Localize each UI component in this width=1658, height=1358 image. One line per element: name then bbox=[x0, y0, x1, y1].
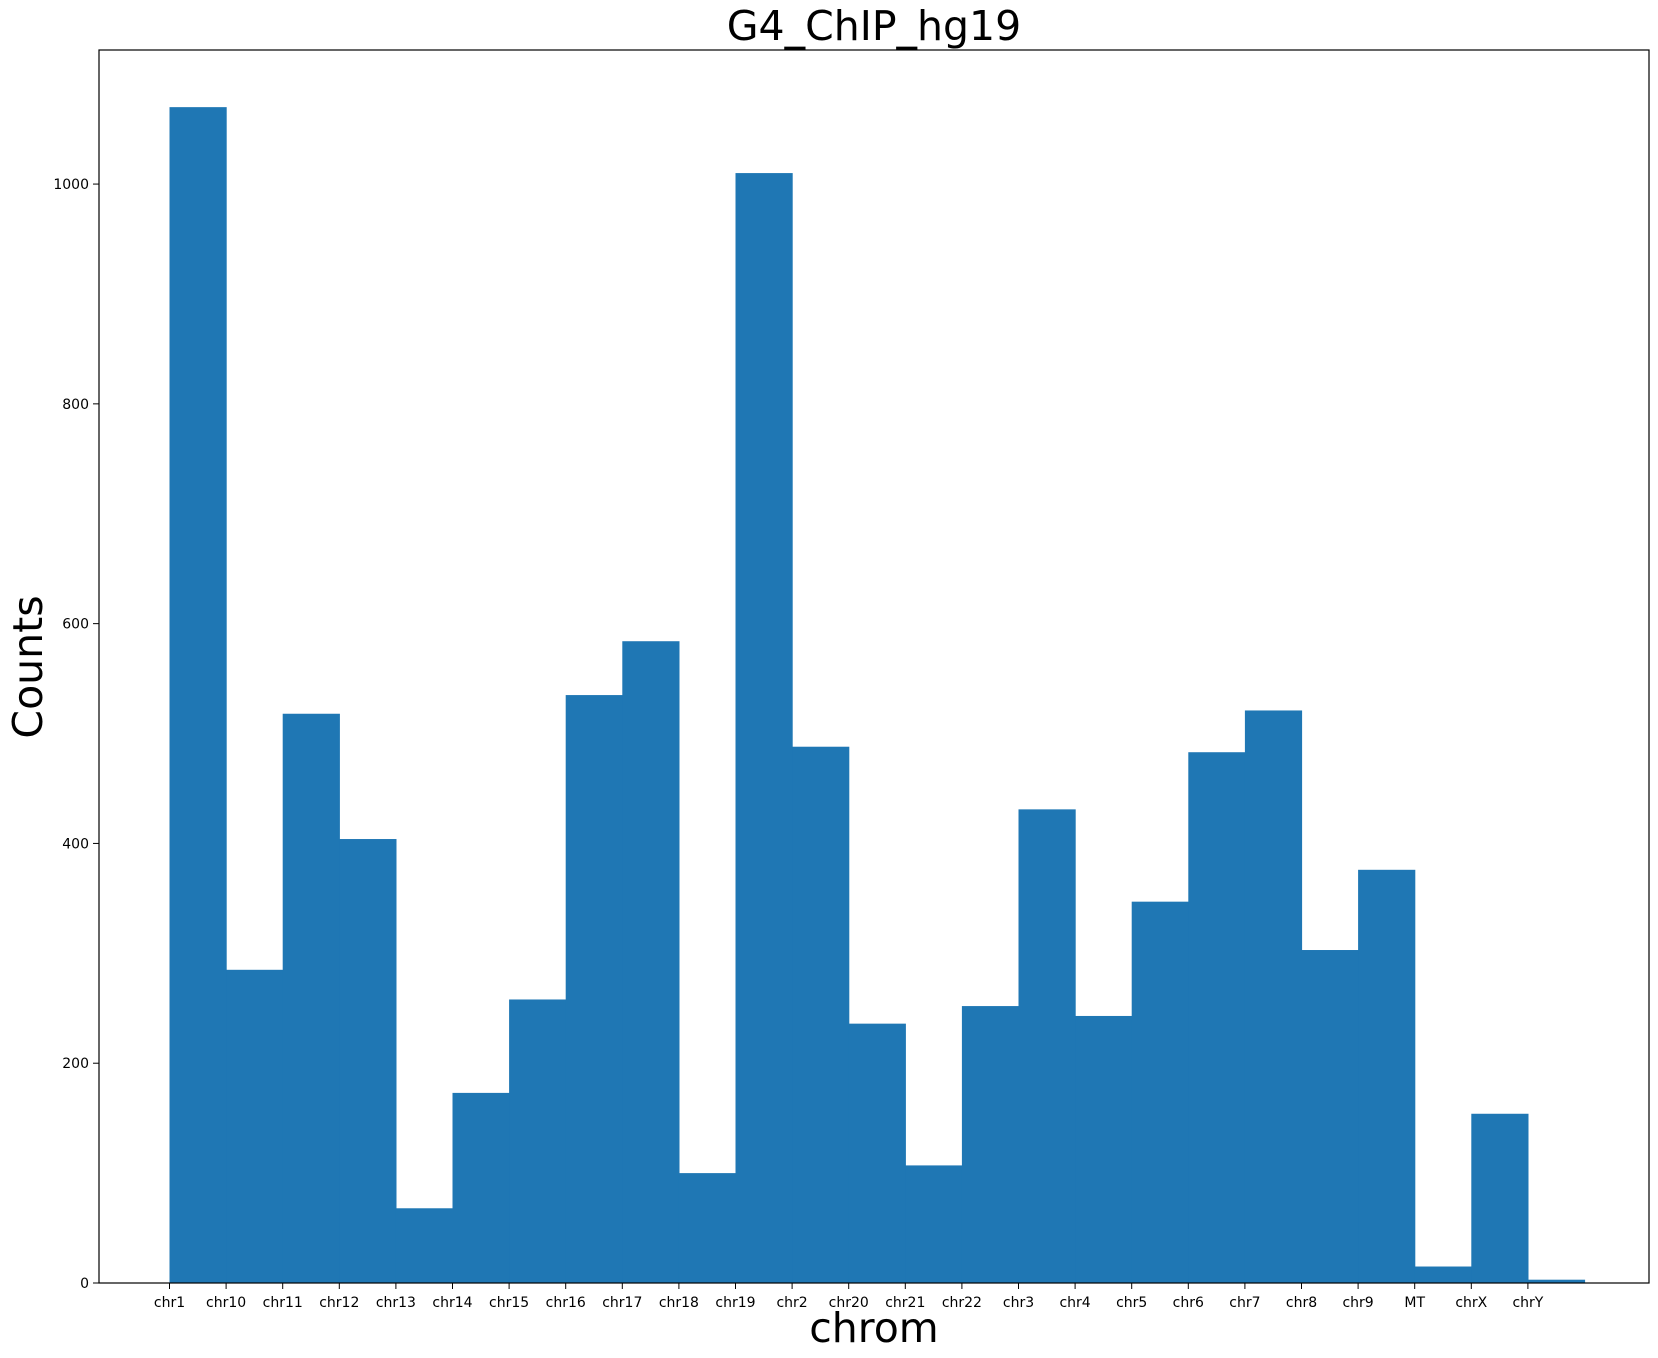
bar-chr7 bbox=[1244, 710, 1303, 1283]
x-tick-label-chr11: chr11 bbox=[263, 1295, 303, 1311]
x-tick-label-chr15: chr15 bbox=[489, 1295, 529, 1311]
x-tick-label-chr7: chr7 bbox=[1229, 1295, 1260, 1311]
bar-chr19 bbox=[735, 173, 793, 1284]
x-tick-label-chr22: chr22 bbox=[942, 1295, 982, 1311]
y-tick-label-400: 400 bbox=[62, 836, 89, 852]
x-tick-label-chr5: chr5 bbox=[1116, 1295, 1147, 1311]
chart-title: G4_ChIP_hg19 bbox=[727, 2, 1021, 50]
y-axis-ticks: 0 200 400 600 800 1000 bbox=[53, 177, 99, 1292]
x-tick-label-chr6: chr6 bbox=[1173, 1295, 1204, 1311]
bar-chr3 bbox=[1018, 809, 1076, 1283]
bar-chr5 bbox=[1131, 901, 1189, 1283]
x-tick-label-chr21: chr21 bbox=[885, 1295, 925, 1311]
bar-chr11 bbox=[282, 713, 340, 1283]
x-tick-label-chr14: chr14 bbox=[432, 1295, 472, 1311]
x-tick-label-chr12: chr12 bbox=[319, 1295, 359, 1311]
x-tick-label-chr8: chr8 bbox=[1286, 1295, 1317, 1311]
bar-chr1 bbox=[169, 107, 227, 1283]
x-tick-label-MT: MT bbox=[1404, 1295, 1425, 1311]
x-tick-label-chr19: chr19 bbox=[715, 1295, 755, 1311]
bar-chr6 bbox=[1188, 752, 1246, 1283]
bar-MT bbox=[1414, 1266, 1472, 1283]
x-tick-label-chr20: chr20 bbox=[829, 1295, 869, 1311]
bar-chr22 bbox=[961, 1006, 1020, 1283]
bars-group bbox=[169, 107, 1586, 1284]
x-axis-label: chrom bbox=[809, 1304, 939, 1352]
bar-chr4 bbox=[1075, 1015, 1133, 1283]
bar-chr2 bbox=[792, 746, 850, 1283]
bar-chr15 bbox=[509, 999, 567, 1283]
x-tick-label-chr1: chr1 bbox=[154, 1295, 185, 1311]
bar-chr16 bbox=[565, 695, 623, 1283]
plot-frame bbox=[98, 49, 1650, 1284]
y-tick-label-200: 200 bbox=[62, 1056, 89, 1072]
x-tick-label-chr13: chr13 bbox=[376, 1295, 416, 1311]
y-tick-label-1000: 1000 bbox=[53, 177, 89, 193]
bar-chr18 bbox=[678, 1173, 737, 1283]
x-tick-label-chr10: chr10 bbox=[206, 1295, 246, 1311]
x-tick-label-chr3: chr3 bbox=[1003, 1295, 1034, 1311]
bar-chr13 bbox=[395, 1208, 454, 1283]
x-tick-label-chr18: chr18 bbox=[659, 1295, 699, 1311]
bar-chr14 bbox=[452, 1092, 510, 1283]
y-tick-label-600: 600 bbox=[62, 617, 89, 633]
bar-chr12 bbox=[339, 839, 397, 1283]
bar-chr21 bbox=[905, 1165, 963, 1283]
bar-chr8 bbox=[1301, 950, 1359, 1283]
bar-chrX bbox=[1471, 1113, 1529, 1283]
x-tick-label-chr2: chr2 bbox=[776, 1295, 807, 1311]
y-tick-label-800: 800 bbox=[62, 397, 89, 413]
x-tick-label-chrX: chrX bbox=[1455, 1295, 1487, 1311]
y-axis-label: Counts bbox=[4, 595, 52, 738]
x-axis-ticks: chr1 chr10 chr11 chr12 chr13 chr14 chr15 chr16 c… bbox=[154, 1283, 1544, 1311]
bar-chrY bbox=[1527, 1279, 1586, 1283]
bar-chr17 bbox=[622, 641, 680, 1283]
x-tick-label-chr17: chr17 bbox=[602, 1295, 642, 1311]
x-tick-label-chr16: chr16 bbox=[546, 1295, 586, 1311]
bar-chr9 bbox=[1358, 869, 1416, 1283]
bar-chr10 bbox=[226, 969, 284, 1283]
x-tick-label-chrY: chrY bbox=[1512, 1295, 1543, 1311]
bar-chr20 bbox=[848, 1023, 906, 1283]
y-tick-label-0: 0 bbox=[80, 1276, 89, 1292]
x-tick-label-chr4: chr4 bbox=[1059, 1295, 1090, 1311]
x-tick-label-chr9: chr9 bbox=[1342, 1295, 1373, 1311]
